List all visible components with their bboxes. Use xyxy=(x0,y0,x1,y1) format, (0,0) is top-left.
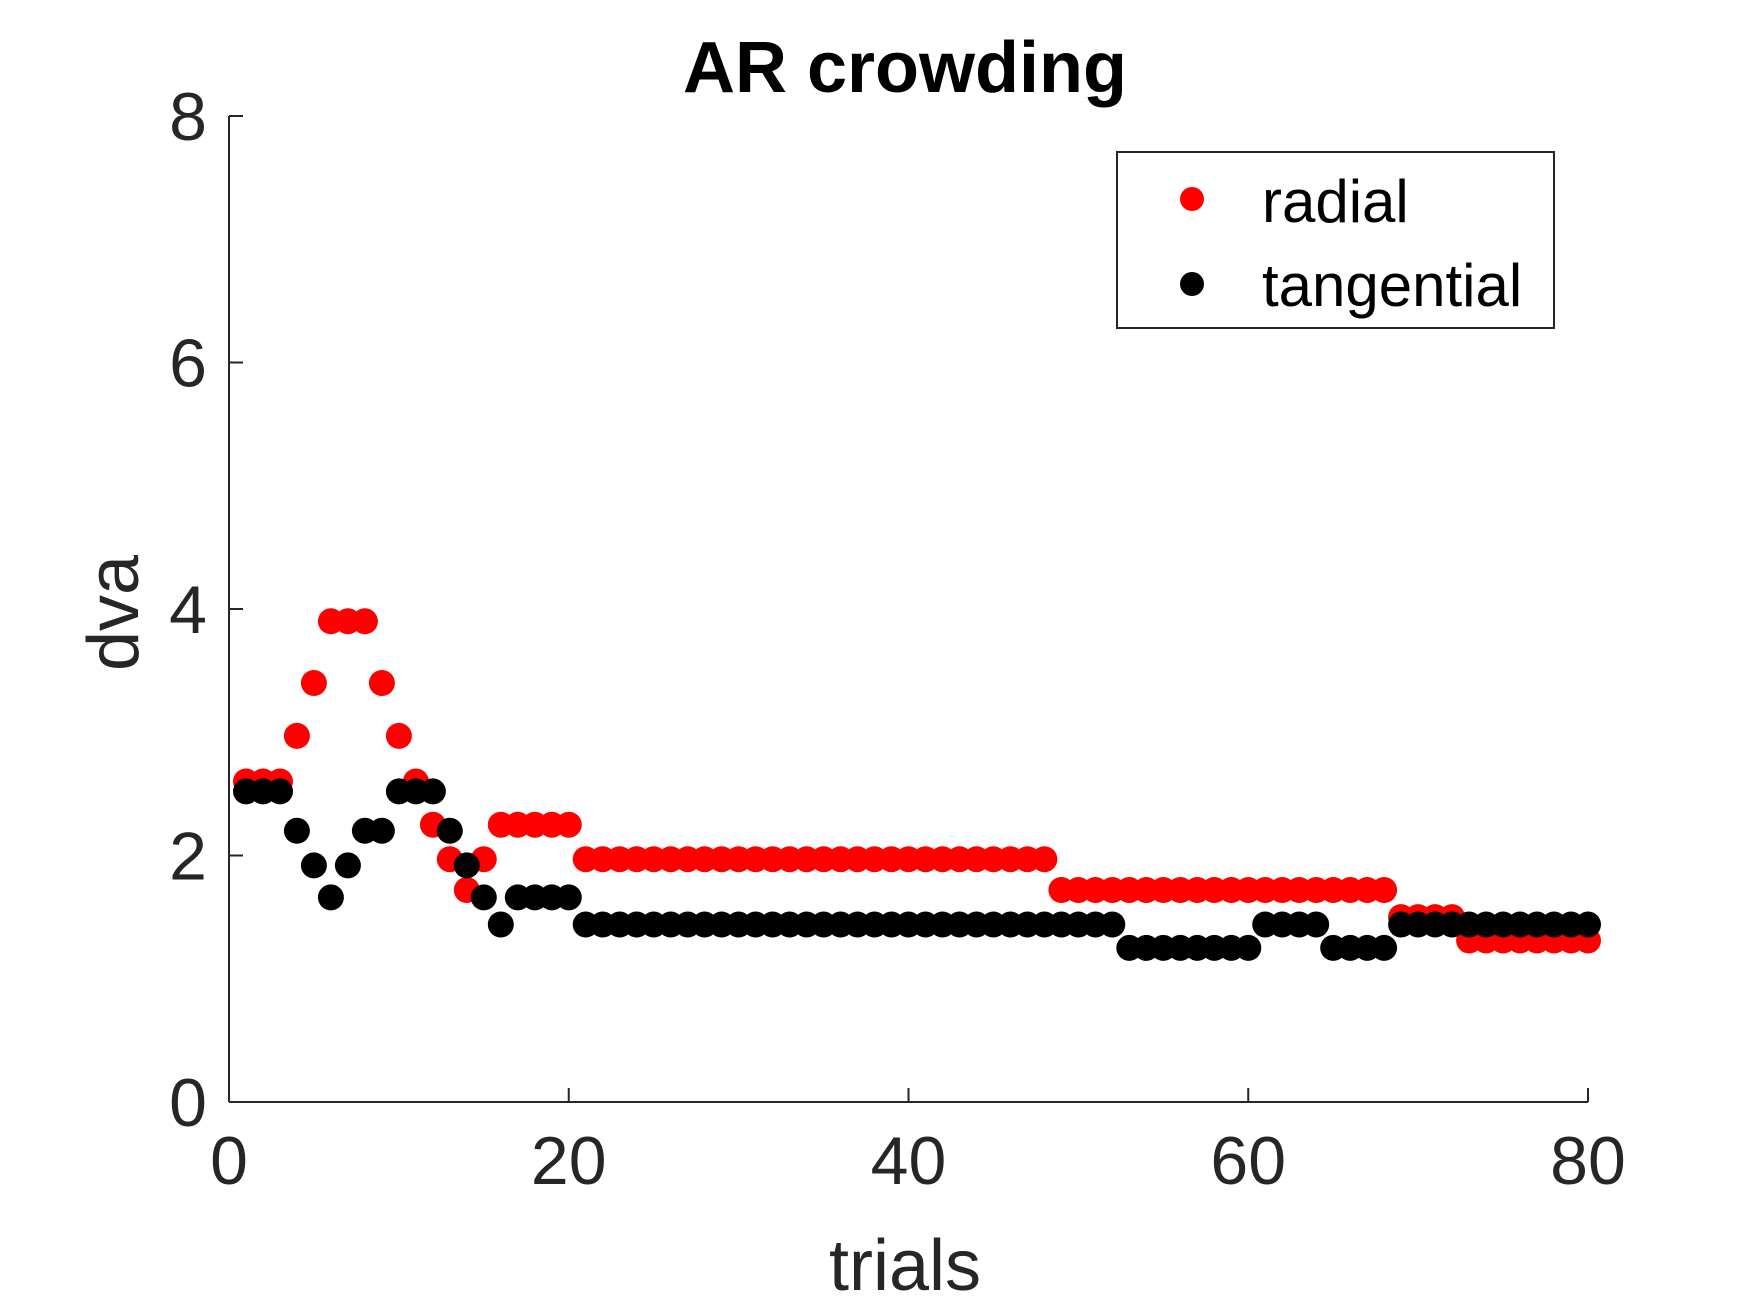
x-tick-label: 20 xyxy=(531,1123,607,1199)
data-point-tangential xyxy=(436,817,463,844)
data-point-tangential xyxy=(1371,934,1398,961)
data-point-tangential xyxy=(487,911,514,938)
data-point-radial xyxy=(300,670,327,696)
y-tick-label: 8 xyxy=(169,79,207,155)
data-point-tangential xyxy=(368,817,395,844)
data-point-tangential xyxy=(283,817,310,844)
legend-box xyxy=(1116,151,1555,329)
data-point-tangential xyxy=(470,884,497,911)
series-radial xyxy=(233,608,1601,954)
series-tangential xyxy=(233,778,1601,961)
legend-marker-tangential xyxy=(1180,272,1204,296)
data-point-tangential xyxy=(317,884,344,911)
data-point-radial xyxy=(385,722,412,749)
y-tick-label: 4 xyxy=(169,572,207,648)
data-point-radial xyxy=(351,608,378,635)
y-tick-label: 6 xyxy=(169,326,207,402)
data-points xyxy=(233,608,1601,961)
x-tick-label: 60 xyxy=(1210,1123,1286,1199)
x-axis-label: trials xyxy=(829,1226,981,1306)
data-point-radial xyxy=(1031,846,1058,873)
x-tick-label: 0 xyxy=(210,1123,248,1199)
data-point-tangential xyxy=(1235,934,1262,961)
data-point-tangential xyxy=(334,852,361,879)
data-point-tangential xyxy=(555,884,582,911)
data-point-tangential xyxy=(1575,911,1601,938)
legend-label-radial: radial xyxy=(1262,168,1409,235)
data-point-radial xyxy=(283,722,310,749)
chart-title: AR crowding xyxy=(683,28,1127,108)
data-point-tangential xyxy=(1099,911,1126,938)
x-tick-label: 80 xyxy=(1550,1123,1626,1199)
data-point-radial xyxy=(1371,877,1398,903)
data-point-tangential xyxy=(267,778,293,805)
data-point-radial xyxy=(368,670,395,696)
data-point-tangential xyxy=(300,852,327,879)
data-point-radial xyxy=(555,811,582,838)
y-tick-label: 2 xyxy=(169,819,207,895)
legend-label-tangential: tangential xyxy=(1262,252,1522,319)
legend: radial tangential xyxy=(1116,151,1555,329)
data-point-tangential xyxy=(453,852,480,879)
y-axis-label: dva xyxy=(74,554,154,671)
data-point-tangential xyxy=(419,778,446,805)
x-tick-label: 40 xyxy=(871,1123,947,1199)
axes: 0 20 40 60 80 0 2 4 6 8 xyxy=(169,79,1626,1199)
legend-marker-radial xyxy=(1180,187,1204,211)
y-tick-label: 0 xyxy=(169,1065,207,1141)
data-point-tangential xyxy=(1303,911,1330,938)
